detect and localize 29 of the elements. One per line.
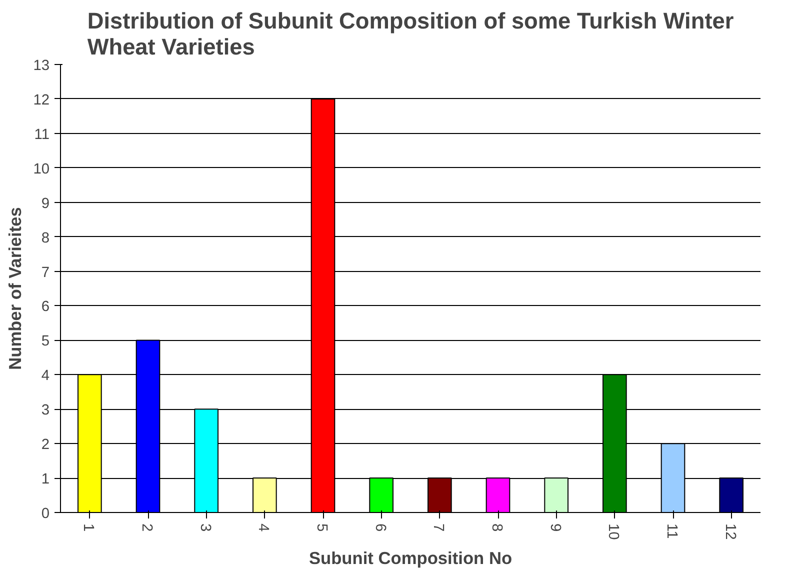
x-tick-label: 3 xyxy=(196,524,213,532)
x-tick-label: 2 xyxy=(138,524,154,532)
y-tick-label: 8 xyxy=(41,230,50,246)
y-tick-label: 5 xyxy=(41,334,50,350)
y-tick-label: 10 xyxy=(33,161,50,178)
y-tick-label: 1 xyxy=(41,472,50,488)
x-tick-label: 7 xyxy=(430,524,446,532)
x-tick-label: 5 xyxy=(314,524,330,532)
x-tick-label: 4 xyxy=(255,524,272,532)
x-tick-label: 10 xyxy=(605,524,622,540)
y-tick-label: 9 xyxy=(41,196,50,212)
x-tick-label: 9 xyxy=(546,524,563,532)
x-tick-label: 12 xyxy=(722,524,738,540)
y-tick-label: 4 xyxy=(41,368,50,384)
x-tick-label: 11 xyxy=(664,524,680,539)
x-tick-label: 1 xyxy=(80,524,96,532)
y-tick-label: 3 xyxy=(41,402,50,419)
y-tick-label: 6 xyxy=(41,299,50,316)
y-tick-label: 2 xyxy=(41,437,50,454)
x-tick-label: 6 xyxy=(372,524,388,532)
y-tick-label: 12 xyxy=(33,92,50,108)
x-axis-title: Subunit Composition No xyxy=(308,548,512,568)
x-tick-label: 8 xyxy=(488,524,504,532)
y-tick-label: 11 xyxy=(34,126,50,143)
chart-title: Distribution of Subunit Composition of some Turkish Winter Wheat Varieties xyxy=(87,8,734,60)
y-tick-label: 7 xyxy=(41,264,50,281)
y-axis-title: Number of Varieites xyxy=(5,207,26,370)
y-tick-label: 13 xyxy=(33,58,50,74)
y-tick-label: 0 xyxy=(41,506,50,522)
